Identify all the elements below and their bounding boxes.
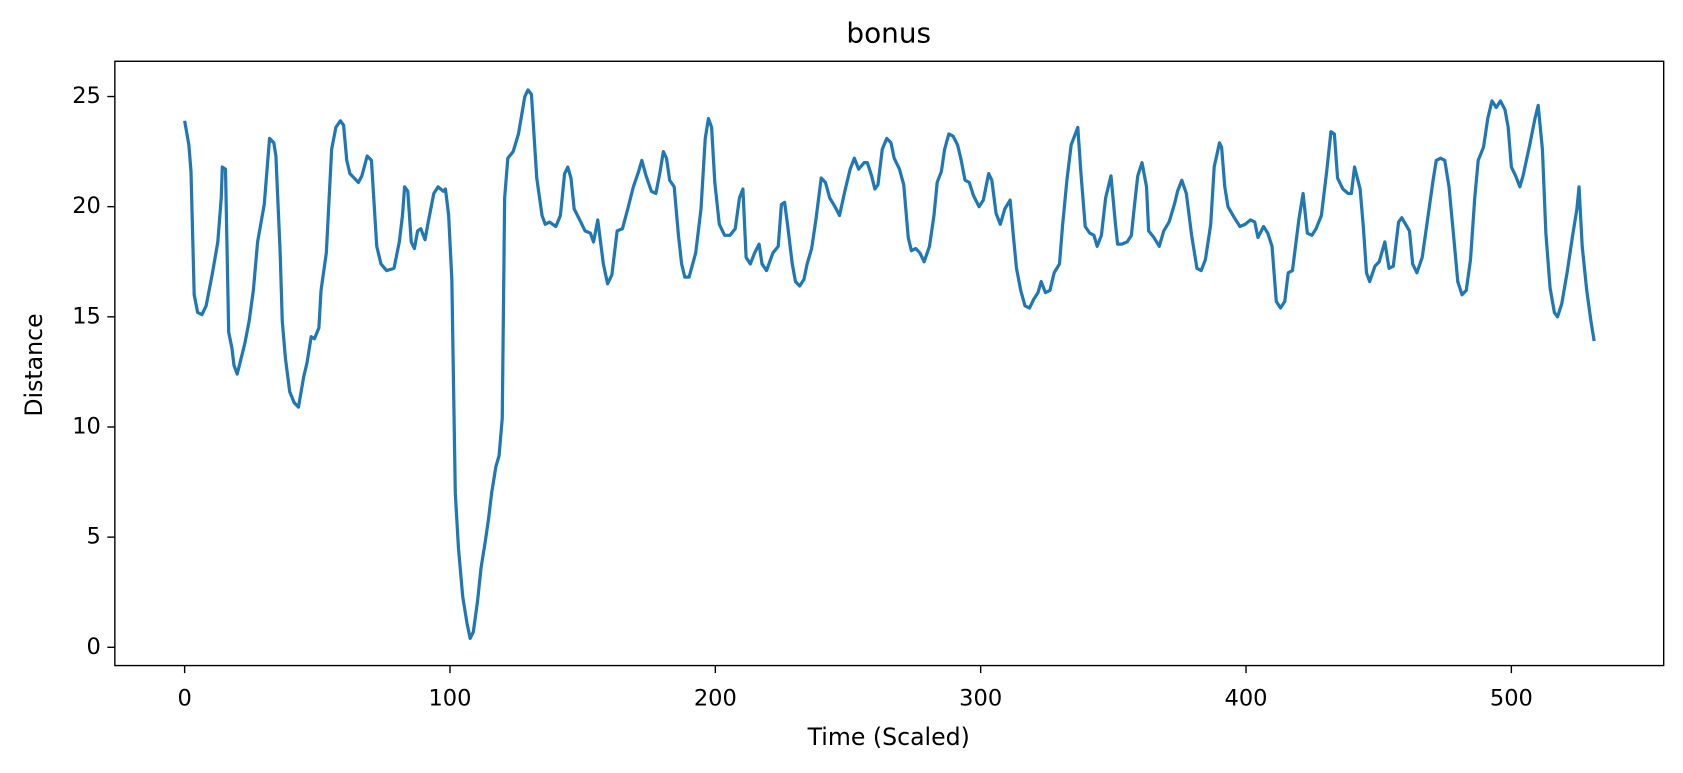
y-tick-label: 20 — [72, 193, 101, 219]
x-tick-label: 200 — [694, 685, 737, 711]
data-line — [183, 88, 1596, 641]
y-tick-label: 25 — [72, 83, 101, 109]
x-tick-label: 300 — [959, 685, 1002, 711]
y-axis-label: Distance — [20, 313, 48, 416]
chart-title: bonus — [846, 16, 931, 49]
x-tick-label: 100 — [428, 685, 471, 711]
x-axis-label: Time (Scaled) — [807, 723, 970, 751]
plot-frame — [114, 60, 1665, 667]
y-tick-label: 15 — [72, 303, 101, 329]
y-tick-label: 5 — [87, 524, 101, 550]
x-tick-label: 500 — [1490, 685, 1533, 711]
x-tick-label: 0 — [177, 685, 191, 711]
y-tick-label: 0 — [87, 634, 101, 660]
y-tick-label: 10 — [72, 413, 101, 439]
x-tick-label: 400 — [1225, 685, 1268, 711]
